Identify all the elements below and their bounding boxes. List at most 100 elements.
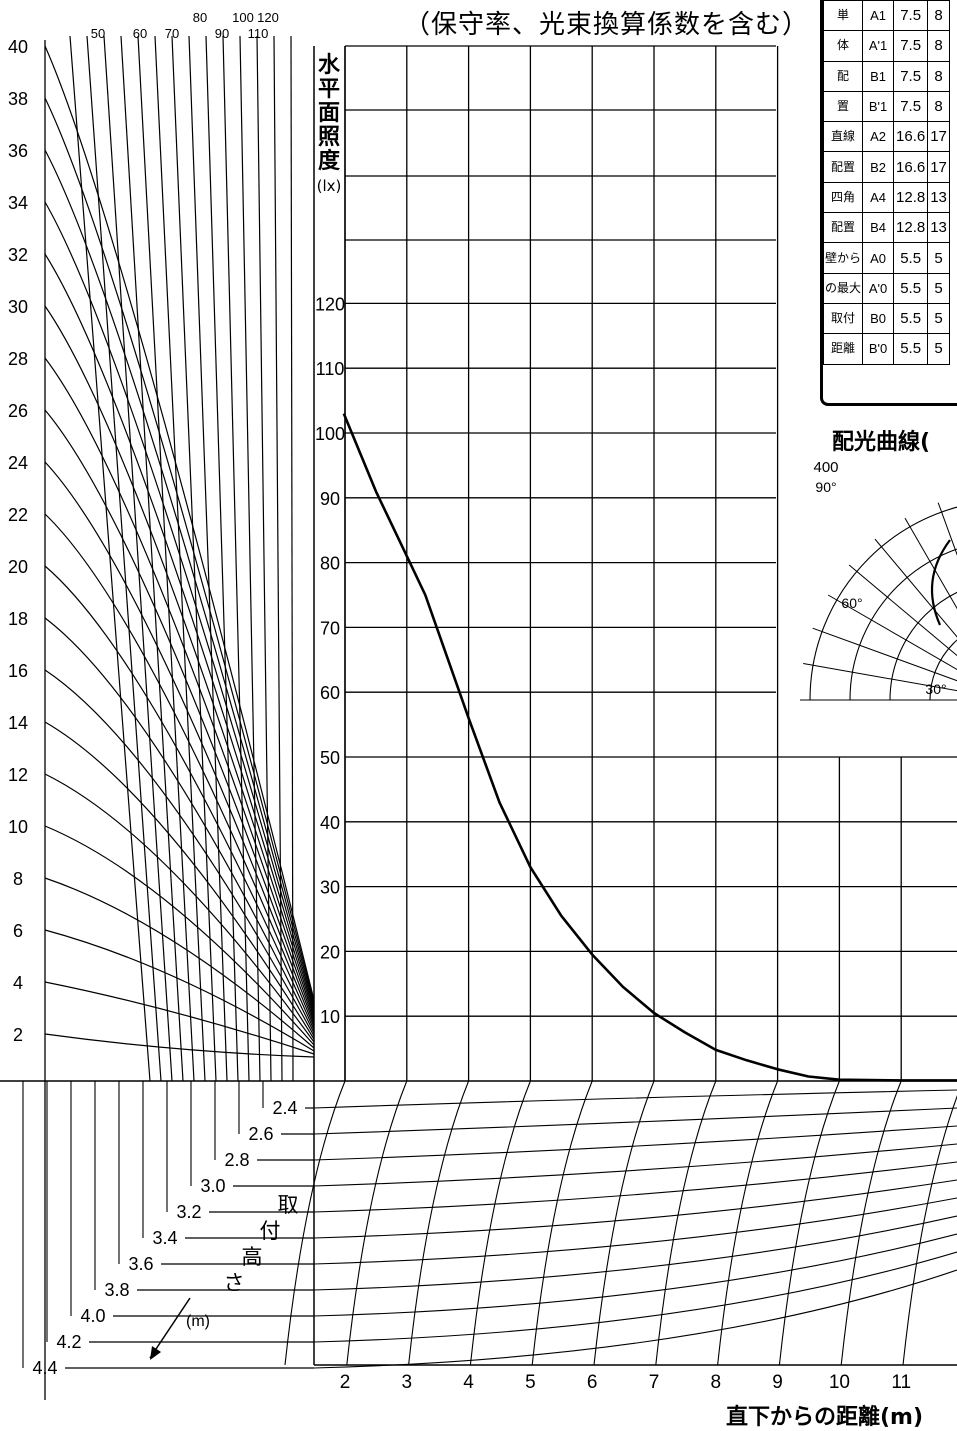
config-value: 8 [927, 60, 950, 92]
mount-height-label: 3.4 [152, 1228, 177, 1248]
polar-spoke [937, 502, 957, 556]
left-scale-tick: 34 [8, 193, 28, 213]
left-top-label: 60 [133, 26, 147, 41]
polar-angle-label: 90° [815, 479, 836, 495]
x-tick-label: 5 [525, 1372, 536, 1393]
config-row: 置 B'1 7.5 8 [823, 90, 950, 123]
left-scale-tick: 14 [8, 713, 28, 733]
left-scale-line [290, 35, 294, 1082]
x-tick-label: 9 [772, 1372, 783, 1393]
y-tick-label: 100 [315, 424, 345, 444]
config-row: 距離 B'0 5.5 5 [823, 333, 950, 365]
config-group: 距離 [823, 333, 864, 365]
polar-title: 配光曲線( [832, 430, 931, 455]
y-tick-label: 60 [320, 683, 340, 703]
left-scale-tick: 10 [8, 817, 28, 837]
projection-arc [717, 1080, 779, 1366]
config-group: 置 [823, 90, 864, 123]
projection-hline [313, 1179, 957, 1239]
left-scale-curve [44, 565, 315, 1031]
left-scale-line [239, 35, 261, 1082]
mount-height-label: 2.4 [272, 1098, 297, 1118]
polar-spoke [803, 663, 957, 692]
left-scale-tick: 2 [13, 1025, 23, 1045]
config-value: 13 [927, 181, 950, 214]
polar-spoke [827, 594, 957, 670]
polar-spoke [874, 538, 957, 638]
left-scale-curve [44, 617, 315, 1034]
config-row: 取付 B0 5.5 5 [823, 302, 950, 335]
polar-spoke [904, 517, 957, 610]
left-scale-tick: 22 [8, 505, 28, 525]
left-scale-curve [44, 981, 315, 1055]
config-group: 四角 [823, 181, 864, 214]
config-group: 体 [823, 30, 864, 62]
y-tick-label: 110 [316, 359, 345, 379]
config-row: 壁から A0 5.5 5 [823, 242, 950, 274]
left-scale-line [171, 35, 217, 1082]
left-scale-curve [44, 357, 315, 1019]
config-group: の最大 [823, 272, 864, 304]
mount-height-label: 3.2 [176, 1202, 201, 1222]
mount-height-char: 取 [278, 1194, 299, 1217]
left-scale-curve [44, 201, 315, 1010]
projection-hline [313, 1233, 957, 1317]
left-top-label: 50 [91, 26, 105, 41]
polar-curve [930, 539, 951, 626]
left-scale-tick: 32 [8, 245, 28, 265]
x-tick-label: 2 [340, 1372, 351, 1393]
config-value: 5.5 [893, 272, 929, 304]
config-code: B1 [862, 60, 895, 92]
projection-arc [593, 1080, 655, 1366]
polar-spoke [848, 564, 957, 657]
projection-hline [313, 1197, 957, 1265]
polar-angle-label: 30° [925, 681, 946, 697]
config-value: 17 [927, 151, 950, 183]
config-code: A'1 [862, 30, 895, 62]
left-scale-curve [44, 149, 315, 1007]
config-code: B'1 [862, 90, 895, 123]
left-scale-line [256, 35, 272, 1082]
y-tick-label: 20 [320, 942, 340, 962]
y-axis-label: 水平面照度 (lx) [314, 54, 344, 198]
left-scale-line [69, 35, 151, 1082]
config-group: 配置 [823, 212, 864, 244]
left-scale-tick: 16 [8, 661, 28, 681]
left-top-label: 100 [232, 10, 254, 25]
config-group: 単 [823, 0, 864, 32]
y-tick-label: 30 [320, 878, 340, 898]
projection-hline [313, 1125, 957, 1161]
config-code: B'0 [862, 333, 895, 365]
config-row: 配置 B4 12.8 13 [823, 212, 950, 244]
y-label-char: 度 [317, 149, 340, 174]
left-scale-tick: 26 [8, 401, 28, 421]
mount-height-label: 3.8 [104, 1280, 129, 1300]
projection-hline [313, 1269, 957, 1369]
config-group: 配 [823, 60, 864, 92]
y-tick-label: 70 [320, 618, 340, 638]
config-code: A2 [862, 121, 895, 153]
config-value: 8 [927, 0, 950, 32]
left-scale-line [137, 35, 195, 1082]
left-scale-line [188, 35, 228, 1082]
x-tick-label: 10 [829, 1372, 850, 1393]
polar-spoke [812, 627, 957, 682]
x-tick-label: 6 [587, 1372, 598, 1393]
x-tick-label: 4 [463, 1372, 474, 1393]
left-scale-line [103, 35, 173, 1082]
mount-height-label: 4.4 [32, 1358, 57, 1378]
config-row: 四角 A4 12.8 13 [823, 181, 950, 214]
left-scale-line [154, 35, 206, 1082]
config-value: 5.5 [893, 333, 929, 365]
x-tick-label: 3 [402, 1372, 413, 1393]
config-value: 5 [927, 272, 950, 304]
y-tick-label: 10 [320, 1007, 340, 1027]
y-tick-label: 120 [315, 294, 345, 314]
config-value: 8 [927, 90, 950, 123]
polar-ring [929, 639, 957, 701]
left-scale-tick: 24 [8, 453, 28, 473]
projection-hline [313, 1089, 957, 1109]
left-scale-curve [44, 1033, 315, 1058]
config-value: 8 [927, 30, 950, 62]
polar-ring [809, 506, 957, 701]
